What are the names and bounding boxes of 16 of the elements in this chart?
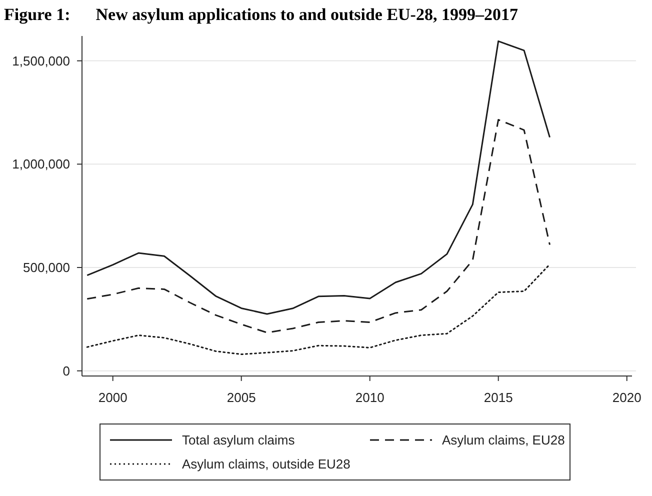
- line-series: [86, 40, 551, 315]
- line-series: [86, 118, 551, 334]
- y-tick-label: 0: [62, 363, 70, 378]
- x-tick-label: 2020: [612, 390, 642, 405]
- x-tick-label: 2010: [355, 390, 384, 405]
- line-series: [86, 264, 551, 356]
- x-tick-label: 2005: [226, 390, 256, 405]
- chart-title: Figure 1: New asylum applications to and outside EU-28, 1999–2017: [4, 5, 518, 24]
- legend-label: Total asylum claims: [182, 432, 296, 448]
- x-tick-label: 2000: [98, 390, 128, 405]
- y-tick-label: 500,000: [23, 260, 70, 276]
- x-tick-label: 2015: [484, 390, 513, 405]
- legend-label: Asylum claims, EU28: [442, 432, 565, 448]
- y-tick-label: 1,500,000: [12, 53, 70, 68]
- legend-label: Asylum claims, outside EU28: [182, 456, 350, 472]
- y-tick-label: 1,000,000: [12, 156, 70, 172]
